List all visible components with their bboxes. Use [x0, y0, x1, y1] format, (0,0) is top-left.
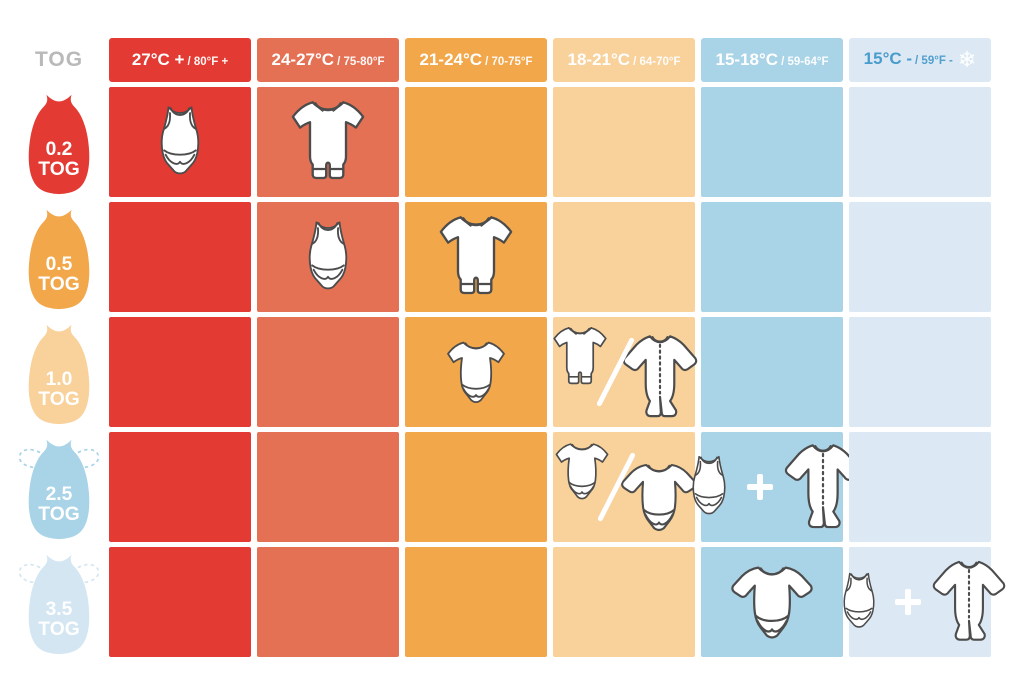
cell-1.0tog-18-21c	[553, 317, 695, 427]
empty-cell	[109, 202, 251, 312]
empty-cell	[109, 317, 251, 427]
row-label-1.0-tog: 1.0 TOG	[15, 317, 103, 427]
tog-grid: TOG 27°C +/ 80°F + 24-27°C/ 75-80°F 21-2…	[15, 38, 991, 657]
short-sleeve-romper-icon	[431, 212, 521, 302]
empty-cell	[849, 317, 991, 427]
empty-cell	[849, 432, 991, 542]
short-sleeve-bodysuit-icon	[550, 439, 614, 503]
cell-0.5tog-21-24c	[405, 202, 547, 312]
empty-cell	[405, 87, 547, 197]
sleeping-bag-with-sleeves-icon: 3.5 TOG	[17, 548, 101, 657]
empty-cell	[109, 547, 251, 657]
cell-2.5tog-18-21c	[553, 432, 695, 542]
sleeping-bag-icon: 1.0 TOG	[17, 318, 101, 427]
empty-cell	[405, 547, 547, 657]
temp-header-27c-plus: 27°C +/ 80°F +	[109, 38, 251, 82]
empty-cell	[553, 87, 695, 197]
temp-header-text: 21-24°C/ 70-75°F	[419, 50, 533, 69]
temp-header-text: 15°C -/ 59°F - ❄	[863, 47, 977, 72]
temp-header-24-27c: 24-27°C/ 75-80°F	[257, 38, 399, 82]
empty-cell	[257, 547, 399, 657]
snowflake-icon: ❄	[957, 47, 977, 72]
sleeping-bag-icon: 0.2 TOG	[17, 88, 101, 197]
temp-header-text: 15-18°C/ 59-64°F	[715, 50, 829, 69]
svg-text:0.2: 0.2	[46, 139, 73, 160]
empty-cell	[849, 87, 991, 197]
svg-text:1.0: 1.0	[46, 369, 73, 390]
temp-header-text: 27°C +/ 80°F +	[131, 50, 229, 69]
short-sleeve-bodysuit-icon	[441, 337, 511, 407]
row-label-3.5-tog: 3.5 TOG	[15, 547, 103, 657]
cell-1.0tog-21-24c	[405, 317, 547, 427]
empty-cell	[701, 87, 843, 197]
svg-text:0.5: 0.5	[46, 254, 73, 275]
cell-0.2tog-24-27c	[257, 87, 399, 197]
empty-cell	[849, 202, 991, 312]
row-label-2.5-tog: 2.5 TOG	[15, 432, 103, 542]
sleeping-bag-with-sleeves-icon: 2.5 TOG	[17, 433, 101, 542]
cell-3.5tog-below-15c	[849, 547, 991, 657]
cell-3.5tog-15-18c	[701, 547, 843, 657]
temp-header-below-15c: 15°C -/ 59°F - ❄	[849, 38, 991, 82]
temp-header-21-24c: 21-24°C/ 70-75°F	[405, 38, 547, 82]
row-label-0.2-tog: 0.2 TOG	[15, 87, 103, 197]
tog-column-header: TOG	[34, 48, 84, 71]
sleeveless-bodysuit-icon	[678, 453, 740, 521]
sleeping-bag-icon: 0.5 TOG	[17, 203, 101, 312]
row-label-0.5-tog: 0.5 TOG	[15, 202, 103, 312]
svg-text:TOG: TOG	[38, 274, 79, 295]
empty-cell	[405, 432, 547, 542]
svg-text:3.5: 3.5	[46, 599, 73, 620]
empty-cell	[701, 202, 843, 312]
empty-cell	[257, 432, 399, 542]
short-sleeve-romper-icon	[283, 97, 373, 187]
cell-2.5tog-15-18c	[701, 432, 843, 542]
empty-cell	[701, 317, 843, 427]
sleeveless-bodysuit-icon	[830, 570, 888, 634]
long-sleeve-sleepsuit-icon	[928, 557, 1010, 647]
plus-separator	[895, 589, 921, 615]
empty-cell	[109, 432, 251, 542]
long-sleeve-bodysuit-icon	[729, 559, 815, 645]
svg-text:TOG: TOG	[38, 619, 79, 640]
sleeveless-bodysuit-icon	[292, 218, 364, 297]
temp-header-text: 18-21°C/ 64-70°F	[567, 50, 681, 69]
temp-header-15-18c: 15-18°C/ 59-64°F	[701, 38, 843, 82]
cell-0.2tog-27c	[109, 87, 251, 197]
temp-header-text: 24-27°C/ 75-80°F	[271, 50, 385, 69]
temp-header-18-21c: 18-21°C/ 64-70°F	[553, 38, 695, 82]
svg-text:TOG: TOG	[38, 389, 79, 410]
empty-cell	[257, 317, 399, 427]
svg-text:TOG: TOG	[38, 504, 79, 525]
empty-cell	[553, 202, 695, 312]
plus-separator	[747, 474, 773, 500]
empty-cell	[553, 547, 695, 657]
short-sleeve-romper-icon	[547, 324, 613, 390]
sleeveless-bodysuit-icon	[144, 103, 216, 182]
svg-text:2.5: 2.5	[46, 484, 73, 505]
svg-text:TOG: TOG	[38, 159, 79, 180]
cell-0.5tog-24-27c	[257, 202, 399, 312]
